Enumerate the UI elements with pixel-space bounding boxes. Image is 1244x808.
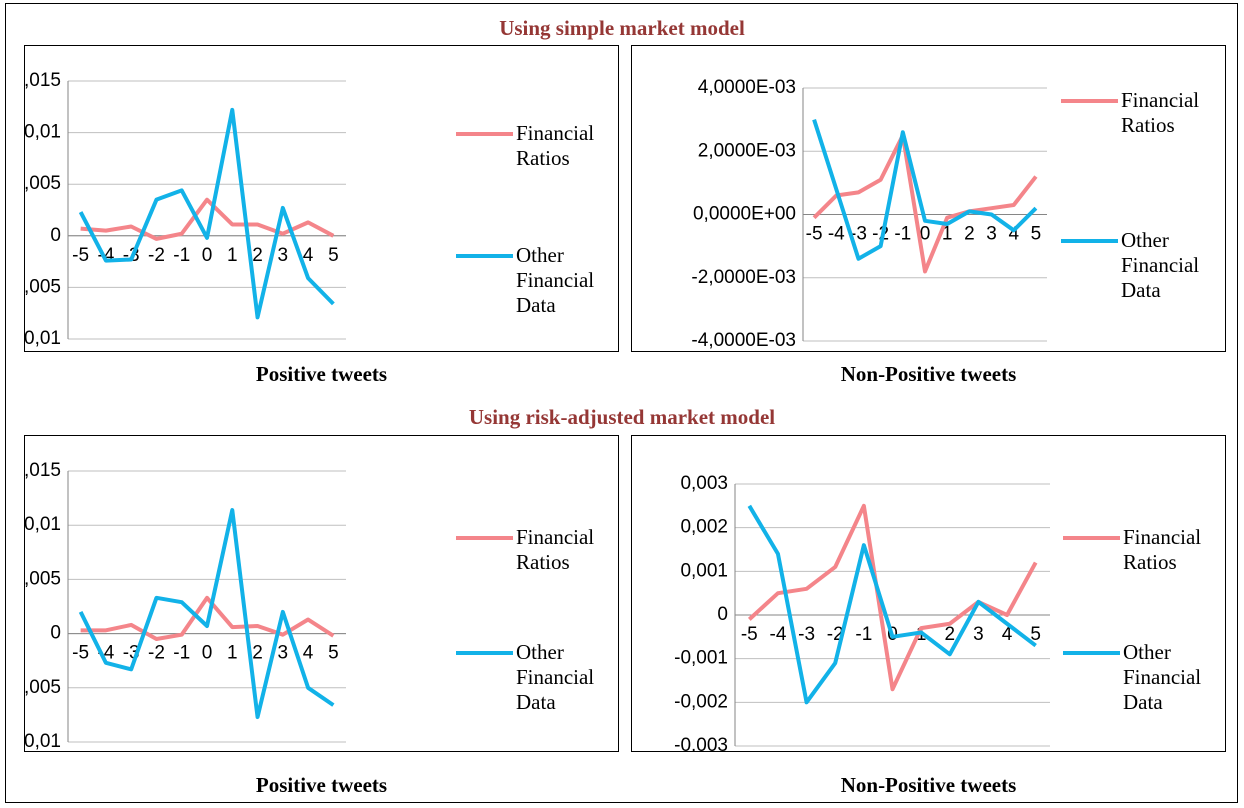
panel-caption: Positive tweets xyxy=(255,362,388,386)
legend-label: Other Financial Data xyxy=(1121,228,1200,302)
chart: -4,0000E-03 -2,0000E-03 0,0000E+00 2,0000E-… xyxy=(691,77,1118,351)
legend-label: Financial Ratios xyxy=(1121,88,1200,137)
x-tick-label: -1 xyxy=(855,624,872,645)
legend-label: Financial Ratios xyxy=(516,121,595,170)
y-tick-label: -0,005 xyxy=(25,677,61,698)
chart-panel: -4,0000E-03 -2,0000E-03 0,0000E+00 2,0000E-… xyxy=(631,45,1226,352)
x-tick-label: 5 xyxy=(1030,624,1041,645)
x-tick-label: -4 xyxy=(770,624,787,645)
x-tick-label: -1 xyxy=(173,643,190,664)
x-tick-label: 1 xyxy=(227,643,238,664)
series-line xyxy=(78,508,335,720)
x-tick-label: 5 xyxy=(1031,224,1042,245)
panel-caption: Non-Positive tweets xyxy=(840,773,1017,797)
x-tick-label: 3 xyxy=(278,245,289,266)
y-tick-label: 0,005 xyxy=(25,568,61,589)
x-tick-label: 2 xyxy=(964,224,975,245)
y-tick-label: -0,001 xyxy=(674,648,728,669)
y-tick-label: 4,0000E-03 xyxy=(698,77,796,98)
y-tick-label: 0 xyxy=(717,604,728,625)
y-tick-label: -0,002 xyxy=(674,691,728,712)
y-tick-label: -0,003 xyxy=(674,735,728,751)
y-tick-label: -4,0000E-03 xyxy=(691,330,796,351)
x-tick-label: 4 xyxy=(303,643,314,664)
x-tick-label: 0 xyxy=(920,224,931,245)
x-tick-label: 5 xyxy=(328,643,339,664)
y-tick-label: 0,002 xyxy=(680,517,728,538)
y-tick-label: 0,001 xyxy=(680,560,728,581)
x-tick-label: -4 xyxy=(828,224,845,245)
y-tick-label: -0,01 xyxy=(25,731,61,751)
x-tick-label: -2 xyxy=(148,643,165,664)
y-tick-label: 0,015 xyxy=(25,460,61,481)
x-tick-label: 3 xyxy=(973,624,984,645)
x-tick-label: 1 xyxy=(227,245,238,266)
chart-panel: -0,01-0,00500,0050,010,015-5-4-3-2-10123… xyxy=(24,45,619,352)
x-tick-label: -2 xyxy=(148,245,165,266)
section-title: Using simple market model xyxy=(499,16,745,40)
panel-caption: Positive tweets xyxy=(255,773,388,797)
y-tick-label: 0 xyxy=(50,225,61,246)
series-line xyxy=(80,595,335,642)
figure-frame xyxy=(5,3,1238,803)
legend-label: Financial Ratios xyxy=(516,525,595,574)
y-tick-label: 0,01 xyxy=(25,122,61,143)
chart-panel: -0,003 -0,002 -0,001 0 0,001 0,002 0,003 -5 -4 -3… xyxy=(631,435,1226,752)
series-line xyxy=(747,503,1038,692)
x-tick-label: -5 xyxy=(741,624,758,645)
section-title: Using risk-adjusted market model xyxy=(468,405,776,429)
x-tick-label: -5 xyxy=(72,245,89,266)
panel-caption: Non-Positive tweets xyxy=(840,362,1017,386)
y-tick-label: 0,003 xyxy=(680,473,728,494)
y-tick-label: -0,005 xyxy=(25,276,61,297)
x-tick-label: 0 xyxy=(202,643,213,664)
x-tick-label: -5 xyxy=(72,643,89,664)
x-tick-label: 4 xyxy=(1002,624,1013,645)
legend-label: Financial Ratios xyxy=(1123,525,1202,574)
x-tick-label: 2 xyxy=(944,624,955,645)
y-tick-label: 0,0000E+00 xyxy=(693,204,796,225)
x-tick-label: 0 xyxy=(202,245,213,266)
y-tick-label: -0,01 xyxy=(25,328,61,349)
series-line xyxy=(78,107,335,320)
y-tick-label: 0,015 xyxy=(25,70,61,91)
y-tick-label: 0,01 xyxy=(25,514,61,535)
x-tick-label: 5 xyxy=(328,245,339,266)
x-tick-label: 4 xyxy=(303,245,314,266)
chart: -0,003 -0,002 -0,001 0 0,001 0,002 0,003 -5 -4 -3… xyxy=(674,473,1120,751)
x-tick-label: 3 xyxy=(278,643,289,664)
y-tick-label: -2,0000E-03 xyxy=(691,267,796,288)
series-line xyxy=(812,119,1038,261)
x-tick-label: 4 xyxy=(1008,224,1019,245)
y-tick-label: 0,005 xyxy=(25,173,61,194)
x-tick-label: -3 xyxy=(798,624,815,645)
series-line xyxy=(747,504,1037,705)
x-tick-label: -1 xyxy=(173,245,190,266)
series-line xyxy=(812,133,1038,274)
chart-panel: -0,01-0,00500,0050,010,015-5-4-3-2-10123… xyxy=(24,435,619,752)
chart: -0,01-0,00500,0050,010,015-5-4-3-2-10123… xyxy=(25,460,513,751)
x-tick-label: -1 xyxy=(894,224,911,245)
legend-label: Other Financial Data xyxy=(516,243,595,317)
x-tick-label: 3 xyxy=(986,224,997,245)
x-tick-label: -5 xyxy=(806,224,823,245)
x-tick-label: 2 xyxy=(252,643,263,664)
chart: -0,01-0,00500,0050,010,015-5-4-3-2-10123… xyxy=(25,70,513,349)
x-tick-label: 2 xyxy=(252,245,263,266)
x-tick-label: 1 xyxy=(942,224,953,245)
y-tick-label: 2,0000E-03 xyxy=(698,140,796,161)
legend-label: Other Financial Data xyxy=(1123,640,1202,714)
y-tick-label: 0 xyxy=(50,623,61,644)
legend-label: Other Financial Data xyxy=(516,640,595,714)
